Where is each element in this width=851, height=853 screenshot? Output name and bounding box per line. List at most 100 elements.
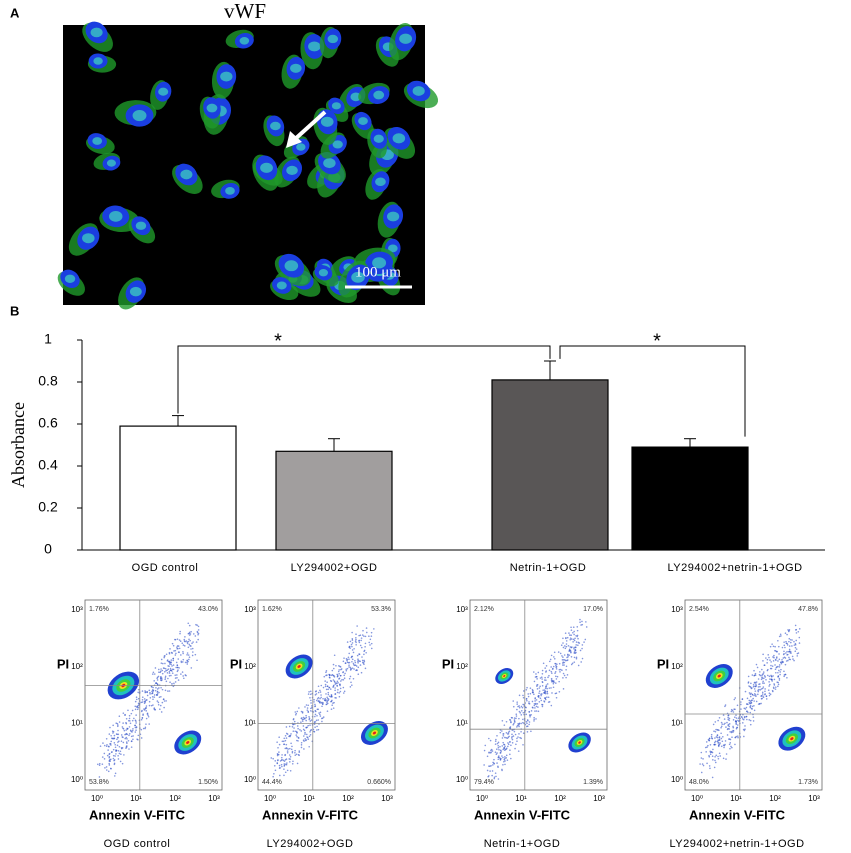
event	[342, 686, 345, 689]
event	[105, 769, 108, 771]
event	[493, 776, 496, 779]
event	[551, 672, 553, 674]
x-tick-label: 10²	[554, 794, 566, 803]
event	[351, 684, 353, 686]
event	[765, 695, 768, 697]
event	[364, 645, 366, 648]
event	[701, 763, 704, 765]
event	[539, 685, 541, 688]
event	[112, 730, 115, 733]
event	[504, 760, 506, 762]
event	[310, 719, 313, 721]
event	[740, 715, 743, 718]
event	[759, 671, 761, 673]
event	[168, 665, 170, 667]
nucleus-core	[373, 134, 384, 143]
event	[145, 710, 148, 712]
event	[298, 751, 301, 753]
event	[574, 646, 577, 648]
event	[727, 723, 730, 726]
event	[504, 763, 506, 766]
x-axis-label: Annexin V-FITC	[262, 807, 359, 822]
event	[325, 688, 328, 691]
event	[108, 752, 111, 755]
event	[336, 675, 339, 678]
event	[769, 645, 772, 648]
quadrant-percent: 1.73%	[798, 779, 818, 786]
event	[541, 669, 544, 672]
event	[771, 643, 773, 645]
event	[135, 726, 138, 728]
event	[575, 641, 578, 643]
event	[348, 677, 351, 680]
event	[561, 669, 563, 672]
event	[184, 661, 187, 664]
event	[175, 661, 178, 664]
event	[528, 721, 531, 723]
event	[772, 656, 774, 658]
event	[332, 686, 334, 688]
event	[706, 746, 708, 748]
event	[140, 737, 143, 739]
event	[541, 672, 544, 675]
event	[493, 758, 495, 761]
event	[131, 729, 134, 732]
event	[769, 678, 771, 680]
scale-bar-label: 100 μm	[355, 264, 401, 280]
event	[177, 679, 180, 681]
event	[747, 675, 750, 678]
event	[562, 656, 564, 658]
event	[283, 760, 286, 762]
event	[168, 663, 171, 665]
event	[144, 726, 147, 729]
event	[513, 719, 516, 721]
event	[529, 715, 531, 718]
event	[176, 676, 178, 679]
event	[748, 685, 750, 687]
event	[136, 738, 138, 740]
event	[283, 774, 285, 777]
event	[541, 703, 544, 706]
x-tick-label: LY294002+netrin-1+OGD	[667, 562, 802, 574]
event	[560, 644, 563, 646]
event	[141, 699, 144, 701]
event	[563, 654, 566, 656]
quadrant-percent: 1.76%	[89, 606, 109, 613]
event	[128, 734, 130, 737]
event	[512, 705, 515, 708]
event	[753, 700, 755, 702]
event	[176, 647, 178, 650]
event	[191, 642, 193, 645]
event	[577, 641, 580, 644]
event	[713, 766, 716, 769]
event	[329, 679, 332, 682]
event	[535, 705, 538, 708]
event	[145, 717, 148, 720]
quadrant-percent: 1.39%	[583, 779, 603, 786]
event	[120, 734, 123, 736]
event	[178, 647, 181, 650]
event	[762, 686, 765, 688]
event	[573, 652, 576, 654]
event	[361, 659, 364, 662]
event	[750, 682, 752, 685]
event	[292, 730, 295, 733]
event	[724, 704, 727, 706]
event	[314, 703, 316, 706]
event	[763, 682, 765, 684]
event	[334, 683, 337, 685]
event	[779, 661, 782, 664]
event	[155, 686, 157, 689]
event	[159, 704, 162, 707]
event	[164, 662, 166, 665]
event	[714, 737, 716, 739]
event	[520, 714, 523, 716]
quadrant-percent: 2.54%	[689, 606, 709, 613]
event	[328, 686, 330, 689]
event	[716, 734, 719, 737]
event	[284, 747, 287, 750]
event	[795, 648, 798, 650]
event	[530, 730, 532, 733]
event	[788, 629, 791, 631]
event	[724, 722, 726, 725]
